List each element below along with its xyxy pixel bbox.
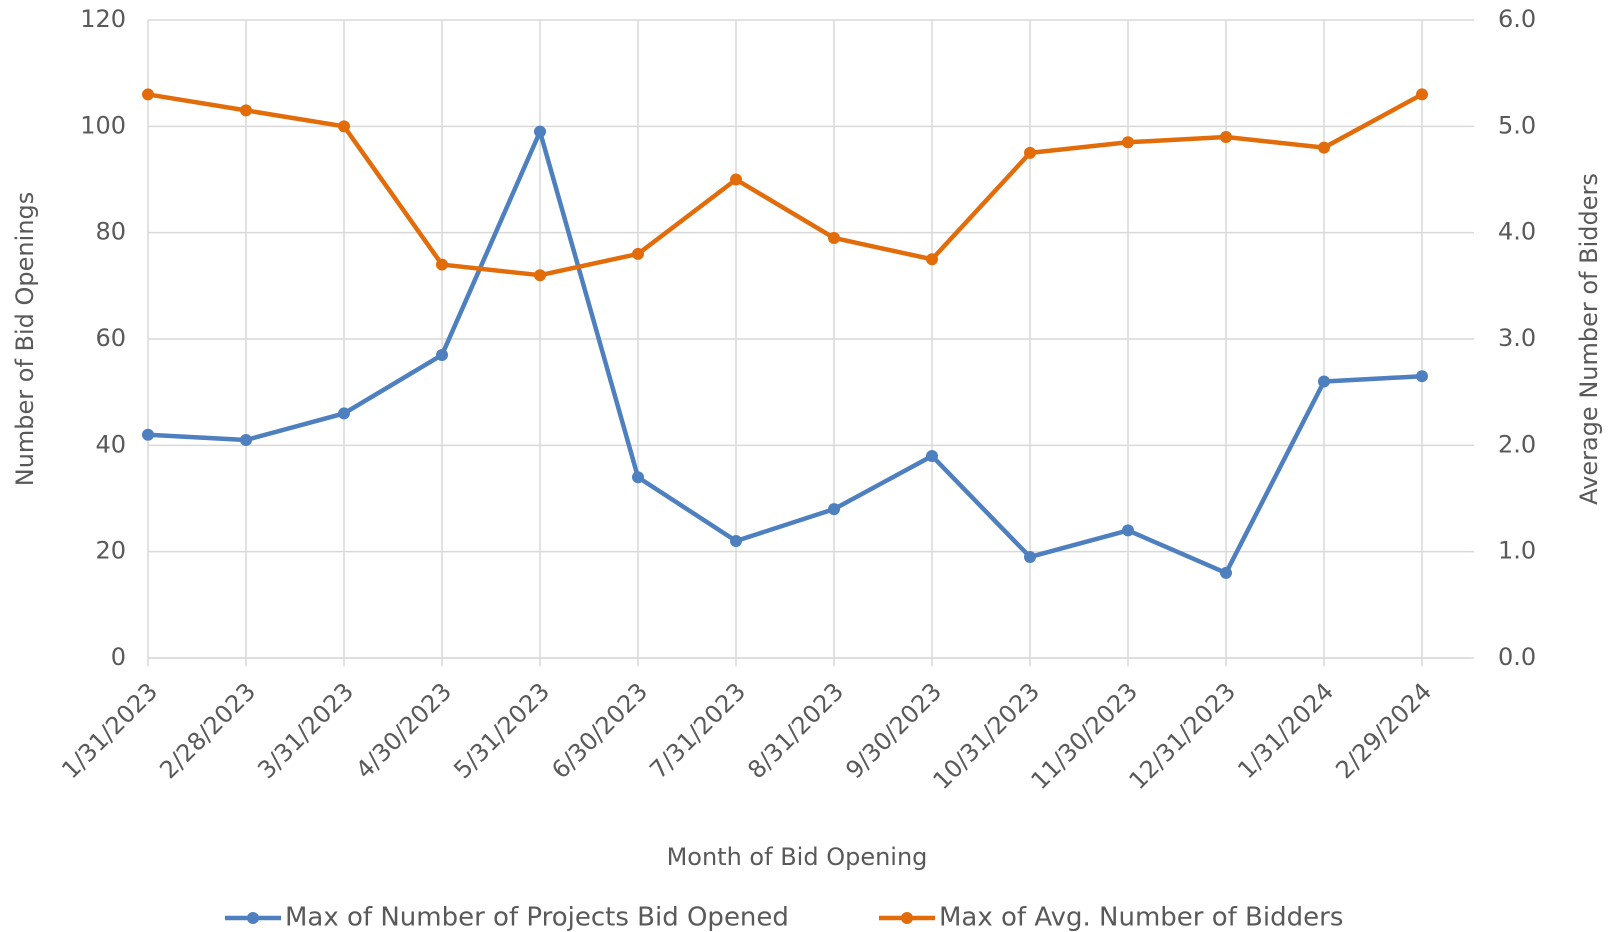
y-tick-label: 80	[95, 218, 126, 246]
y2-tick-label: 2.0	[1498, 430, 1536, 458]
point-marker	[1220, 566, 1232, 579]
point-marker	[436, 258, 448, 271]
y-tick-label: 100	[80, 111, 126, 139]
point-marker	[828, 503, 840, 516]
legend-label: Max of Number of Projects Bid Opened	[285, 903, 789, 932]
x-tick-label: 2/29/2024	[1330, 677, 1437, 784]
y2-tick-label: 1.0	[1498, 537, 1536, 565]
point-marker	[1416, 88, 1428, 101]
x-tick-label: 1/31/2024	[1232, 677, 1339, 784]
point-marker	[142, 88, 154, 101]
point-marker	[240, 104, 252, 117]
x-tick-label: 7/31/2023	[644, 677, 751, 784]
y2-tick-label: 4.0	[1498, 218, 1536, 246]
point-marker	[240, 434, 252, 447]
point-marker	[632, 247, 644, 260]
y-tick-label: 40	[95, 430, 126, 458]
y2-axis-title: Average Number of Bidders	[1575, 173, 1603, 505]
x-tick-label: 1/31/2023	[56, 677, 163, 784]
point-marker	[926, 253, 938, 266]
point-marker	[1122, 136, 1134, 149]
point-marker	[436, 348, 448, 361]
y-axis-title: Number of Bid Openings	[11, 192, 39, 487]
point-marker	[828, 231, 840, 244]
point-marker	[142, 428, 154, 441]
x-tick-label: 12/31/2023	[1124, 677, 1242, 795]
point-marker	[926, 449, 938, 462]
point-marker	[534, 269, 546, 282]
legend-label: Max of Avg. Number of Bidders	[939, 903, 1343, 932]
x-tick-label: 6/30/2023	[546, 677, 653, 784]
x-tick-label: 3/31/2023	[252, 677, 359, 784]
y2-tick-label: 6.0	[1498, 5, 1536, 33]
legend-swatch-marker	[901, 912, 913, 924]
y2-tick-label: 0.0	[1498, 643, 1536, 671]
point-marker	[1416, 370, 1428, 383]
series-line	[147, 92, 1424, 278]
legend-swatch-marker	[247, 912, 259, 924]
point-marker	[730, 535, 742, 548]
point-marker	[1024, 146, 1036, 159]
point-marker	[632, 471, 644, 484]
y-tick-label: 20	[95, 537, 126, 565]
y2-tick-label: 5.0	[1498, 111, 1536, 139]
point-marker	[1220, 130, 1232, 143]
y-tick-label: 60	[95, 324, 126, 352]
y2-tick-label: 3.0	[1498, 324, 1536, 352]
point-marker	[1122, 524, 1134, 537]
point-marker	[1024, 550, 1036, 563]
x-tick-label: 9/30/2023	[840, 677, 947, 784]
point-marker	[338, 120, 350, 133]
point-marker	[534, 125, 546, 138]
point-marker	[1318, 375, 1330, 388]
x-tick-label: 4/30/2023	[350, 677, 457, 784]
x-axis-title: Month of Bid Opening	[667, 843, 928, 871]
point-marker	[1318, 141, 1330, 154]
point-marker	[730, 173, 742, 186]
series-line	[147, 129, 1423, 576]
x-tick-label: 2/28/2023	[154, 677, 261, 784]
y-tick-label: 120	[80, 5, 126, 33]
point-marker	[338, 407, 350, 420]
x-tick-label: 8/31/2023	[742, 677, 849, 784]
x-tick-label: 5/31/2023	[448, 677, 555, 784]
y-tick-label: 0	[111, 643, 126, 671]
